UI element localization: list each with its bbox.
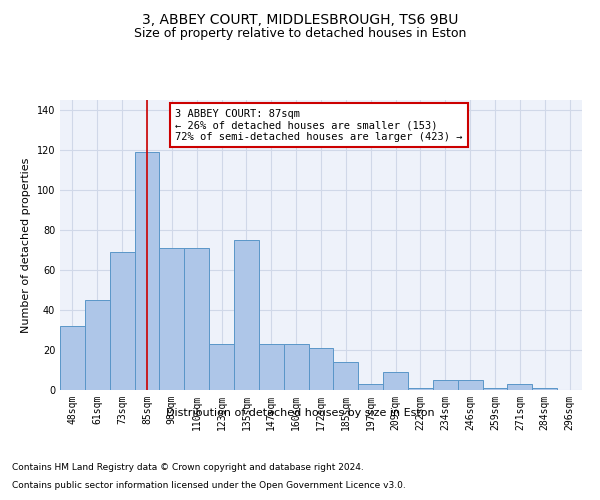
Bar <box>532 388 557 390</box>
Bar <box>482 388 508 390</box>
Bar <box>334 362 358 390</box>
Bar <box>383 372 408 390</box>
Text: Contains public sector information licensed under the Open Government Licence v3: Contains public sector information licen… <box>12 481 406 490</box>
Bar <box>134 152 160 390</box>
Bar <box>433 380 458 390</box>
Bar <box>234 240 259 390</box>
Text: Distribution of detached houses by size in Eston: Distribution of detached houses by size … <box>166 408 434 418</box>
Bar <box>85 300 110 390</box>
Text: 3, ABBEY COURT, MIDDLESBROUGH, TS6 9BU: 3, ABBEY COURT, MIDDLESBROUGH, TS6 9BU <box>142 12 458 26</box>
Bar <box>259 344 284 390</box>
Text: Size of property relative to detached houses in Eston: Size of property relative to detached ho… <box>134 28 466 40</box>
Bar <box>408 388 433 390</box>
Bar <box>184 248 209 390</box>
Bar <box>60 326 85 390</box>
Bar <box>508 384 532 390</box>
Text: 3 ABBEY COURT: 87sqm
← 26% of detached houses are smaller (153)
72% of semi-deta: 3 ABBEY COURT: 87sqm ← 26% of detached h… <box>175 108 463 142</box>
Bar <box>209 344 234 390</box>
Bar <box>284 344 308 390</box>
Bar <box>358 384 383 390</box>
Text: Contains HM Land Registry data © Crown copyright and database right 2024.: Contains HM Land Registry data © Crown c… <box>12 464 364 472</box>
Bar <box>110 252 134 390</box>
Bar <box>160 248 184 390</box>
Y-axis label: Number of detached properties: Number of detached properties <box>21 158 31 332</box>
Bar <box>308 348 334 390</box>
Bar <box>458 380 482 390</box>
